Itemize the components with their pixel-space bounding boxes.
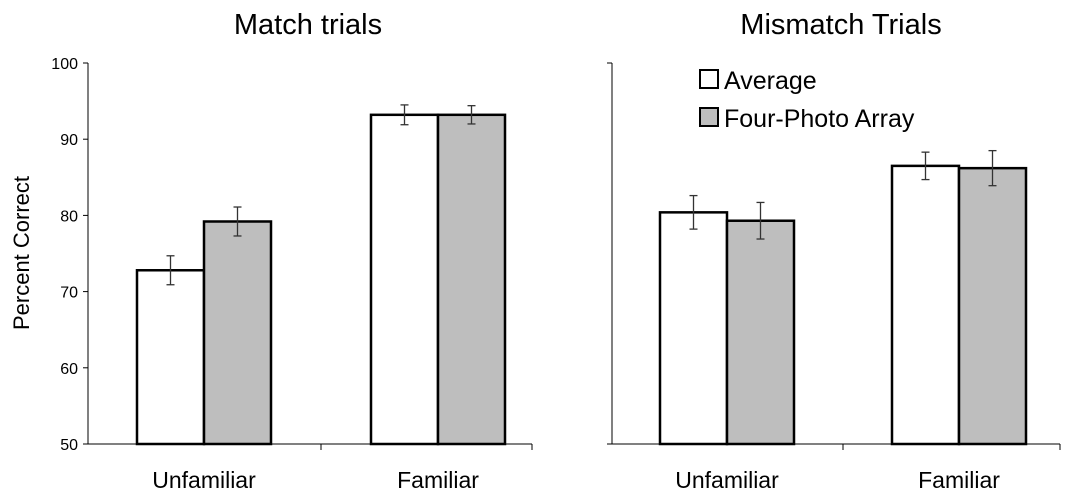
y-tick-label: 50 [60,437,78,454]
category-label-unfamiliar: Unfamiliar [675,467,779,493]
bar-unfamiliar-average [658,211,729,446]
mismatch-trials-title: Mismatch Trials [740,9,941,41]
y-tick-label: 100 [51,56,78,73]
mismatch-category-labels: Unfamiliar Familiar [675,467,1000,493]
bar-familiar-average [890,164,961,446]
y-tick-label: 70 [60,285,78,302]
category-label-familiar: Familiar [397,467,479,493]
y-axis-ticks: 50 60 70 80 90 100 [51,56,88,454]
y-tick-label: 80 [60,208,78,225]
mismatch-bars [658,164,1028,446]
bar-unfamiliar-four-photo-array [202,220,273,446]
legend-label-four-photo-array: Four-Photo Array [724,105,915,133]
bar-unfamiliar-average [135,269,206,446]
y-tick-label: 90 [60,132,78,149]
match-trials-title: Match trials [234,9,382,41]
match-category-labels: Unfamiliar Familiar [152,467,479,493]
match-bars [135,113,507,446]
mismatch-error-bars [689,149,997,240]
bar-familiar-four-photo-array [436,113,507,446]
legend-swatch-four-photo-array [699,107,719,127]
category-label-unfamiliar: Unfamiliar [152,467,256,493]
legend-label-average: Average [724,67,817,95]
category-label-familiar: Familiar [918,467,1000,493]
match-trials-panel: Match trials Percent Correct 50 60 70 80 90 1… [9,9,533,493]
y-tick-label: 60 [60,361,78,378]
mismatch-trials-panel: Mismatch Trials Unfamiliar Familiar [607,9,1061,493]
legend: Average Four-Photo Array [699,67,915,133]
bar-familiar-average [369,113,440,446]
y-axis-title: Percent Correct [9,176,34,330]
bar-unfamiliar-four-photo-array [725,219,796,446]
bar-familiar-four-photo-array [957,166,1028,446]
match-error-bars [166,104,476,286]
legend-swatch-average [699,69,719,89]
